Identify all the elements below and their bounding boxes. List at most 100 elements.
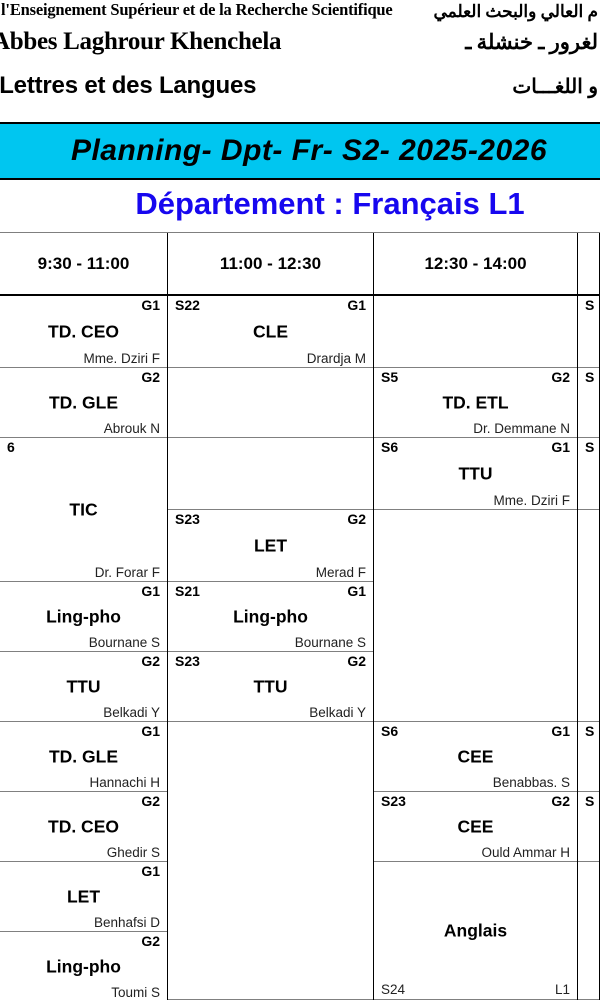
session-room-label: 6 <box>7 439 15 455</box>
planning-banner-title: Planning- Dpt- Fr- S2- 2025-2026 <box>70 134 548 167</box>
session-subject: CEE <box>457 746 494 766</box>
session-room-label: S <box>585 297 595 313</box>
session-teacher: Mme. Dziri F <box>493 493 571 508</box>
session-room-label: S <box>585 369 595 385</box>
session-room-label: S <box>585 793 595 809</box>
timetable-session-cell[interactable]: 6 TIC Dr. Forar F <box>0 438 167 582</box>
session-teacher: Ould Ammar H <box>481 845 570 860</box>
timetable-column-1: S22 G1 CLE Drardja M S23 G2 LET Merad F S21 G1 Lin… <box>168 296 374 1000</box>
timetable-empty-cell <box>168 368 373 438</box>
session-room-label: S21 <box>175 583 200 599</box>
timetable-session-cell[interactable]: S23 G2 LET Merad F <box>168 510 373 582</box>
session-teacher: Benabbas. S <box>492 775 570 790</box>
session-room-label: S23 <box>175 653 200 669</box>
session-subject: TD. GLE <box>48 392 119 412</box>
session-subject: LET <box>253 535 288 555</box>
timetable-grid: 9:30 - 11:00 11:00 - 12:30 12:30 - 14:00 G… <box>0 232 600 1000</box>
session-group-label: G1 <box>551 439 570 455</box>
session-room-label: S23 <box>381 793 406 809</box>
session-teacher: Drardja M <box>306 351 366 366</box>
timetable-empty-cell: S <box>578 792 599 862</box>
timetable-session-cell[interactable]: G2 TD. GLE Abrouk N <box>0 368 167 438</box>
session-teacher: Belkadi Y <box>103 705 160 720</box>
session-teacher: Dr. Forar F <box>94 565 160 580</box>
session-room-label: S <box>585 439 595 455</box>
session-subject: TTU <box>253 676 288 696</box>
session-teacher: Benhafsi D <box>93 915 160 930</box>
timetable-header-cell-3 <box>578 233 600 294</box>
session-room-label: S5 <box>381 369 399 385</box>
session-group-label: G1 <box>141 297 160 313</box>
timetable-header-time: 11:00 - 12:30 <box>219 253 322 273</box>
department-title: Département : Français L1 <box>135 186 525 221</box>
department-line: Département : Français L1 <box>0 182 600 226</box>
session-teacher: Mme. Dziri F <box>83 351 161 366</box>
timetable-empty-cell: S <box>578 296 599 368</box>
session-subject: Anglais <box>443 920 508 940</box>
timetable-session-cell[interactable]: S6 G1 CEE Benabbas. S <box>374 722 577 792</box>
session-subject: TD. CEO <box>48 321 119 341</box>
timetable-session-cell[interactable]: S23 G2 CEE Ould Ammar H <box>374 792 577 862</box>
session-group-label: G2 <box>141 793 160 809</box>
timetable-session-cell[interactable]: S21 G1 Ling-pho Bournane S <box>168 582 373 652</box>
planning-banner: Planning- Dpt- Fr- S2- 2025-2026 <box>0 122 600 180</box>
session-teacher: Toumi S <box>111 985 160 1000</box>
timetable-session-cell[interactable]: G2 TD. CEO Ghedir S <box>0 792 167 862</box>
timetable-column-2: S5 G2 TD. ETL Dr. Demmane N S6 G1 TTU Mme. Dzir… <box>374 296 578 1000</box>
timetable-empty-cell <box>168 438 373 510</box>
timetable-session-cell[interactable]: S22 G1 CLE Drardja M <box>168 296 373 368</box>
session-room-label: S6 <box>381 723 399 739</box>
session-room-label: S6 <box>381 439 399 455</box>
session-group-label: G1 <box>347 297 366 313</box>
session-group-label: L1 <box>554 982 570 997</box>
timetable-session-cell[interactable]: G1 LET Benhafsi D <box>0 862 167 932</box>
timetable-session-cell[interactable]: S5 G2 TD. ETL Dr. Demmane N <box>374 368 577 438</box>
session-subject: TTU <box>66 676 101 696</box>
session-subject: TTU <box>458 463 493 483</box>
session-teacher: Abrouk N <box>103 421 160 436</box>
session-teacher: Merad F <box>315 565 366 580</box>
letterhead-line1-ar: م العالي والبحث العلمي <box>433 2 598 21</box>
timetable-header-cell-0: 9:30 - 11:00 <box>0 233 168 294</box>
timetable-session-cell[interactable]: S24 L1 Anglais <box>374 862 577 1000</box>
timetable-empty-cell: S <box>578 368 599 438</box>
session-group-label: G1 <box>141 583 160 599</box>
session-room-label: S24 <box>381 982 406 997</box>
timetable-session-cell[interactable]: S23 G2 TTU Belkadi Y <box>168 652 373 722</box>
timetable-empty-cell: S <box>578 722 599 792</box>
session-group-label: G2 <box>551 369 570 385</box>
timetable-session-cell[interactable]: S6 G1 TTU Mme. Dziri F <box>374 438 577 510</box>
timetable-session-cell[interactable]: G1 Ling-pho Bournane S <box>0 582 167 652</box>
timetable-column-3: S S S S S <box>578 296 600 1000</box>
session-teacher: Bournane S <box>88 635 160 650</box>
session-subject: CLE <box>253 321 288 341</box>
timetable-empty-cell <box>578 862 599 1000</box>
session-group-label: G2 <box>551 793 570 809</box>
letterhead-line2-ar: لغرور ـ خنشلة ـ <box>465 30 598 54</box>
session-group-label: G2 <box>141 369 160 385</box>
timetable-session-cell[interactable]: G1 TD. CEO Mme. Dziri F <box>0 296 167 368</box>
session-group-label: G1 <box>347 583 366 599</box>
session-subject: TD. CEO <box>48 816 119 836</box>
timetable-header-time: 12:30 - 14:00 <box>424 253 527 273</box>
session-teacher: Dr. Demmane N <box>473 421 570 436</box>
timetable-body: G1 TD. CEO Mme. Dziri F G2 TD. GLE Abrouk N 6 T… <box>0 296 600 1000</box>
session-teacher: Belkadi Y <box>309 705 366 720</box>
timetable-session-cell[interactable]: G2 TTU Belkadi Y <box>0 652 167 722</box>
timetable-session-cell[interactable]: G2 Ling-pho Toumi S <box>0 932 167 1000</box>
letterhead-line2-fr: ité Abbes Laghrour Khenchela <box>0 28 282 55</box>
timetable-empty-cell: S <box>578 438 599 510</box>
session-group-label: G1 <box>141 723 160 739</box>
timetable-empty-cell <box>168 722 373 1000</box>
session-subject: Ling-pho <box>46 606 121 626</box>
session-group-label: G2 <box>141 933 160 949</box>
letterhead: e l'Enseignement Supérieur et de la Rech… <box>0 0 600 118</box>
session-subject: Ling-pho <box>233 606 308 626</box>
letterhead-line3-ar: و اللغـــات <box>512 76 598 98</box>
timetable-empty-cell <box>374 510 577 722</box>
session-teacher: Ghedir S <box>106 845 160 860</box>
timetable-session-cell[interactable]: G1 TD. GLE Hannachi H <box>0 722 167 792</box>
timetable-header-row: 9:30 - 11:00 11:00 - 12:30 12:30 - 14:00 <box>0 232 600 296</box>
timetable-column-0: G1 TD. CEO Mme. Dziri F G2 TD. GLE Abrouk N 6 T… <box>0 296 168 1000</box>
